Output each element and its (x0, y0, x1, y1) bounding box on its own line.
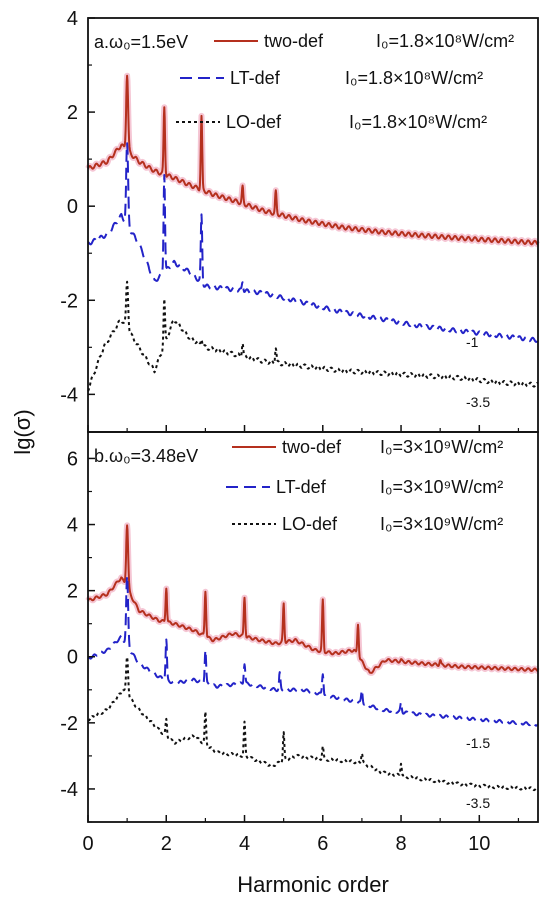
plot-frame (87, 431, 539, 823)
y-tick-label: 6 (67, 448, 78, 470)
panel-label: a.ω₀=1.5eV (94, 32, 188, 52)
x-tick-label: 4 (239, 833, 250, 855)
x-tick-label: 0 (82, 833, 93, 855)
legend-intensity: I₀=3×10⁹W/cm² (380, 437, 503, 457)
annotation: -1 (466, 334, 479, 350)
y-tick-label: 0 (67, 647, 78, 669)
y-tick-label: -4 (60, 779, 78, 801)
lo-def-line (87, 656, 539, 792)
legend-name: two-def (282, 437, 342, 457)
two-def-line (87, 74, 539, 246)
legend-intensity: I₀=3×10⁹W/cm² (380, 514, 503, 534)
two-def-glow (85, 72, 541, 248)
legend-name: two-def (264, 31, 324, 51)
annotation: -3.5 (466, 394, 490, 410)
x-tick-label: 2 (161, 833, 172, 855)
y-axis-title: lg(σ) (10, 409, 35, 454)
two-def-line (87, 524, 539, 674)
lo-def-line (87, 280, 539, 392)
y-tick-label: -2 (60, 713, 78, 735)
x-axis-title: Harmonic order (237, 872, 389, 897)
panel-a: -4 -2 0 2 4 a.ω₀=1.5eV two-def I₀=1.8×10⁸W/cm² L… (60, 8, 541, 433)
lt-def-line (87, 142, 539, 343)
legend-name: LT-def (276, 477, 327, 497)
legend-intensity: I₀=1.8×10⁸W/cm² (376, 31, 514, 51)
y-tick-label: -4 (60, 384, 78, 406)
panel-b: -4 -2 0 2 4 6 0 2 4 6 8 10 b.ω₀=3.48eV two-def I₀=3×10… (60, 431, 541, 855)
x-tick-label: 8 (395, 833, 406, 855)
annotation: -1.5 (466, 735, 490, 751)
legend-intensity: I₀=3×10⁹W/cm² (380, 477, 503, 497)
legend-intensity: I₀=1.8×10⁸W/cm² (345, 68, 483, 88)
legend-intensity: I₀=1.8×10⁸W/cm² (349, 112, 487, 132)
y-tick-label: 4 (67, 8, 78, 30)
x-tick-label: 10 (468, 833, 490, 855)
x-tick-label: 6 (317, 833, 328, 855)
legend-name: LT-def (230, 68, 281, 88)
legend-name: LO-def (226, 112, 282, 132)
annotation: -3.5 (466, 795, 490, 811)
y-tick-label: 0 (67, 196, 78, 218)
y-tick-label: 2 (67, 581, 78, 603)
legend-name: LO-def (282, 514, 338, 534)
y-tick-label: 4 (67, 515, 78, 537)
panel-label: b.ω₀=3.48eV (94, 446, 198, 466)
y-tick-label: 2 (67, 102, 78, 124)
y-tick-label: -2 (60, 290, 78, 312)
